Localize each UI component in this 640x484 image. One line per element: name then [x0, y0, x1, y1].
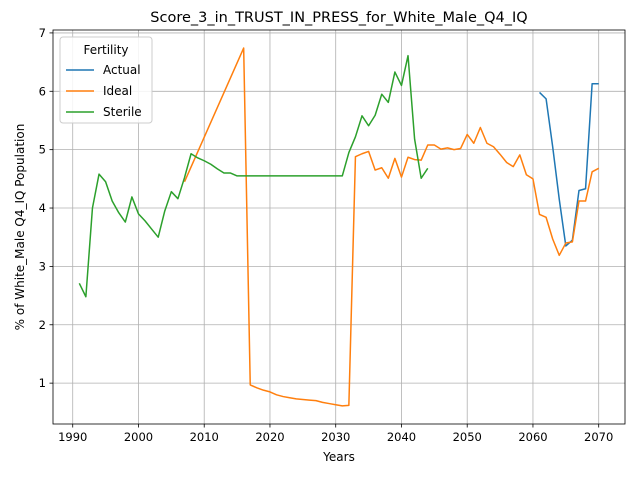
x-tick-label: 2030	[321, 430, 350, 444]
x-tick-label: 2000	[124, 430, 153, 444]
x-tick-label: 1990	[58, 430, 87, 444]
y-tick-label: 2	[39, 318, 46, 332]
x-tick-label: 2040	[387, 430, 416, 444]
x-tick-label: 2060	[518, 430, 547, 444]
x-tick-label: 2020	[255, 430, 284, 444]
chart-title: Score_3_in_TRUST_IN_PRESS_for_White_Male…	[150, 10, 527, 26]
legend-label-ideal: Ideal	[103, 84, 132, 98]
y-tick-label: 7	[39, 26, 46, 40]
x-tick-label: 2010	[190, 430, 219, 444]
y-tick-label: 1	[39, 376, 46, 390]
y-tick-label: 6	[39, 84, 46, 98]
y-tick-label: 3	[39, 259, 46, 273]
legend-label-sterile: Sterile	[103, 105, 142, 119]
y-tick-label: 5	[39, 143, 46, 157]
x-tick-label: 2070	[584, 430, 613, 444]
x-tick-label: 2050	[453, 430, 482, 444]
legend-title: Fertility	[83, 43, 128, 57]
legend-label-actual: Actual	[103, 63, 141, 77]
x-axis-label: Years	[322, 450, 355, 464]
y-axis-label: % of White_Male Q4_IQ Population	[13, 124, 27, 331]
y-tick-label: 4	[39, 201, 46, 215]
legend: Fertility Actual Ideal Sterile	[60, 37, 152, 123]
